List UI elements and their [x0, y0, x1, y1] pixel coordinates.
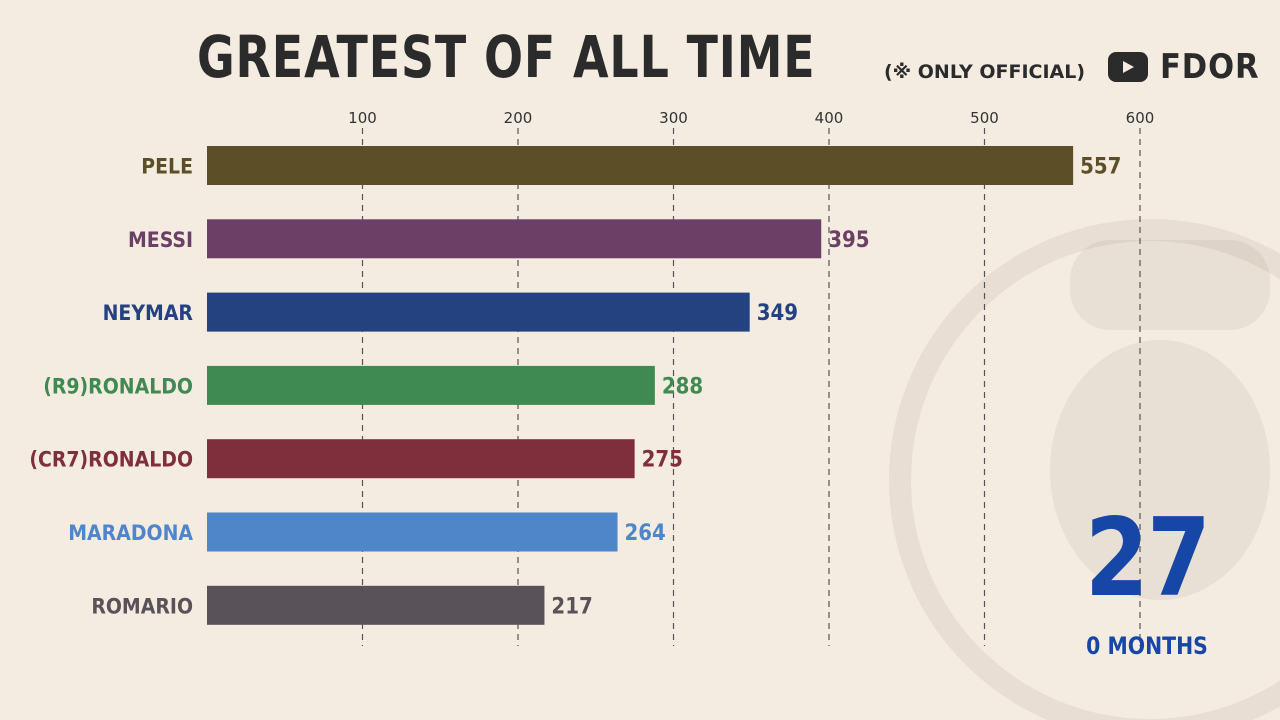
bar	[207, 292, 750, 332]
youtube-play-icon	[1108, 52, 1148, 82]
bar	[207, 146, 1074, 185]
category-label: NEYMAR	[103, 301, 194, 325]
x-tick-label: 200	[504, 109, 533, 127]
value-label: 217	[551, 594, 592, 619]
x-tick-label: 300	[659, 109, 688, 127]
category-label: ROMARIO	[91, 594, 193, 618]
value-label: 288	[662, 374, 703, 399]
bar	[207, 439, 635, 479]
value-label: 275	[642, 448, 683, 473]
bar	[207, 585, 545, 625]
value-label: 349	[757, 301, 798, 326]
time-counter-label: 0 MONTHS	[1086, 632, 1208, 660]
category-label: (R9)RONALDO	[43, 374, 193, 398]
channel-brand[interactable]: FDOR	[1108, 50, 1271, 84]
bar	[207, 219, 822, 259]
value-label: 395	[828, 228, 869, 253]
bar	[207, 512, 618, 552]
x-tick-label: 100	[348, 109, 377, 127]
category-label: (CR7)RONALDO	[29, 448, 193, 472]
x-tick-label: 400	[815, 109, 844, 127]
category-label: MESSI	[128, 228, 193, 252]
bar	[207, 365, 655, 405]
category-label: MARADONA	[68, 521, 193, 545]
value-label: 264	[625, 521, 666, 546]
time-counter-value: 27	[1084, 496, 1211, 621]
category-label: PELE	[141, 155, 193, 179]
x-tick-label: 600	[1126, 109, 1155, 127]
x-tick-label: 500	[970, 109, 999, 127]
chart-subtitle: (※ ONLY OFFICIAL)	[884, 61, 1086, 83]
value-label: 557	[1080, 155, 1121, 180]
chart-title: GREATEST OF ALL TIME	[197, 23, 816, 91]
brand-name: FDOR	[1160, 47, 1260, 87]
